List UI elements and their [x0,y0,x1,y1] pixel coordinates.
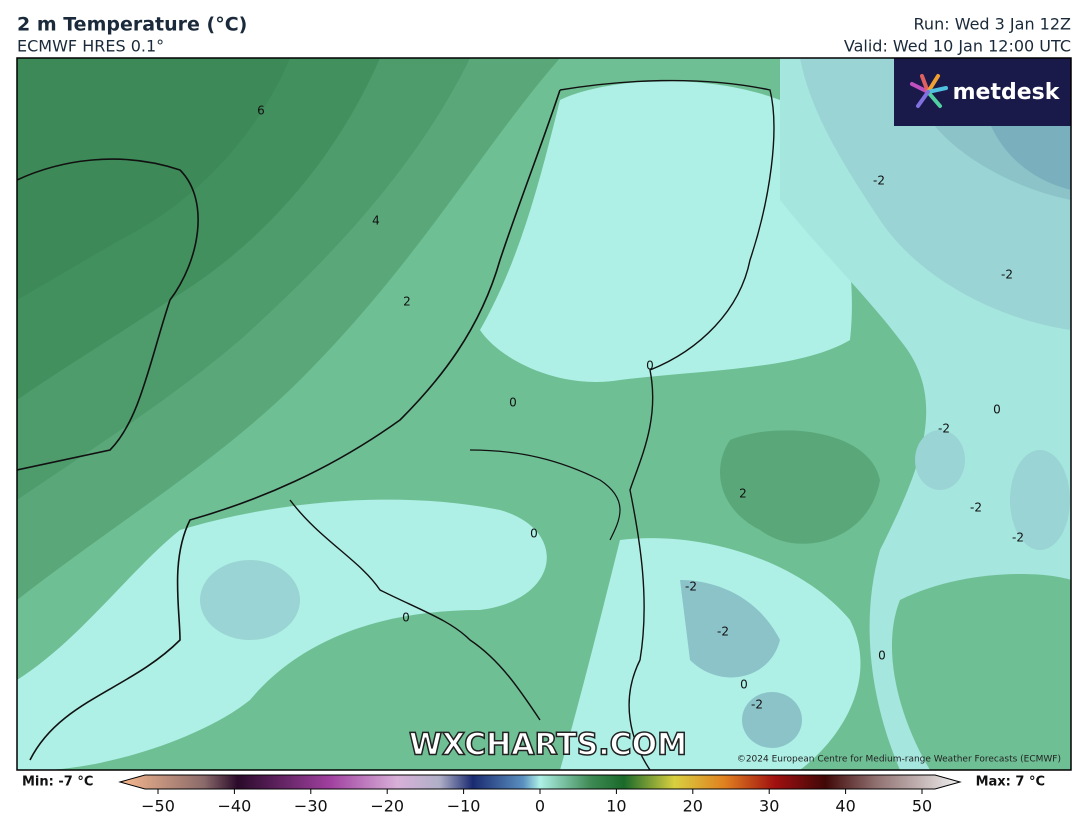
colorbar-tick-label: −50 [141,797,175,816]
title: 2 m Temperature (°C) [17,14,247,36]
contour-label: 4 [372,214,380,228]
contour-label: 0 [740,678,748,692]
contour-label: 0 [646,359,654,373]
colorbar-ticks: −50 −40 −30 −20 −10 0 10 20 30 40 50 [141,789,932,816]
logo: metdesk [953,80,1061,105]
colorbar-tick-label: 10 [606,797,626,816]
colorbar-tick-label: −40 [218,797,252,816]
min-label: Min: -7 °C [22,775,93,790]
colorbar-tick-label: −20 [370,797,404,816]
max-label: Max: 7 °C [976,775,1045,790]
copyright: ©2024 European Centre for Medium-range W… [737,755,1061,765]
colorbar-tick-label: 0 [535,797,545,816]
logo-box [894,58,1071,126]
colorbar [118,774,962,790]
watermark: WXCHARTS.COM [409,728,687,763]
colorbar-tick-label: 30 [759,797,779,816]
contour-label: -2 [938,422,950,436]
logo-icon [910,74,948,108]
contour-label: 0 [509,396,517,410]
contour-label: 0 [402,611,410,625]
contour-label: -2 [1001,268,1013,282]
map-frame [16,57,1072,771]
colorbar-tick-label: −30 [294,797,328,816]
subtitle: ECMWF HRES 0.1° [17,37,164,56]
contour-label: -2 [717,625,729,639]
colorbar-tick-label: 20 [683,797,703,816]
contour-label: -2 [751,698,763,712]
contour-label: 2 [739,487,747,501]
contour-label: -2 [1012,531,1024,545]
colorbar-tick-label: −10 [447,797,481,816]
contour-label: -2 [873,174,885,188]
contour-label: 0 [878,649,886,663]
contour-label: -2 [685,580,697,594]
contour-label: -2 [970,501,982,515]
contour-label: 0 [993,403,1001,417]
run-time: Run: Wed 3 Jan 12Z [914,15,1072,34]
valid-time: Valid: Wed 10 Jan 12:00 UTC [844,37,1071,56]
contour-label: 0 [530,527,538,541]
colorbar-tick-label: 40 [835,797,855,816]
contour-label: 6 [257,104,265,118]
contour-label: 2 [403,295,411,309]
colorbar-tick-label: 50 [912,797,932,816]
